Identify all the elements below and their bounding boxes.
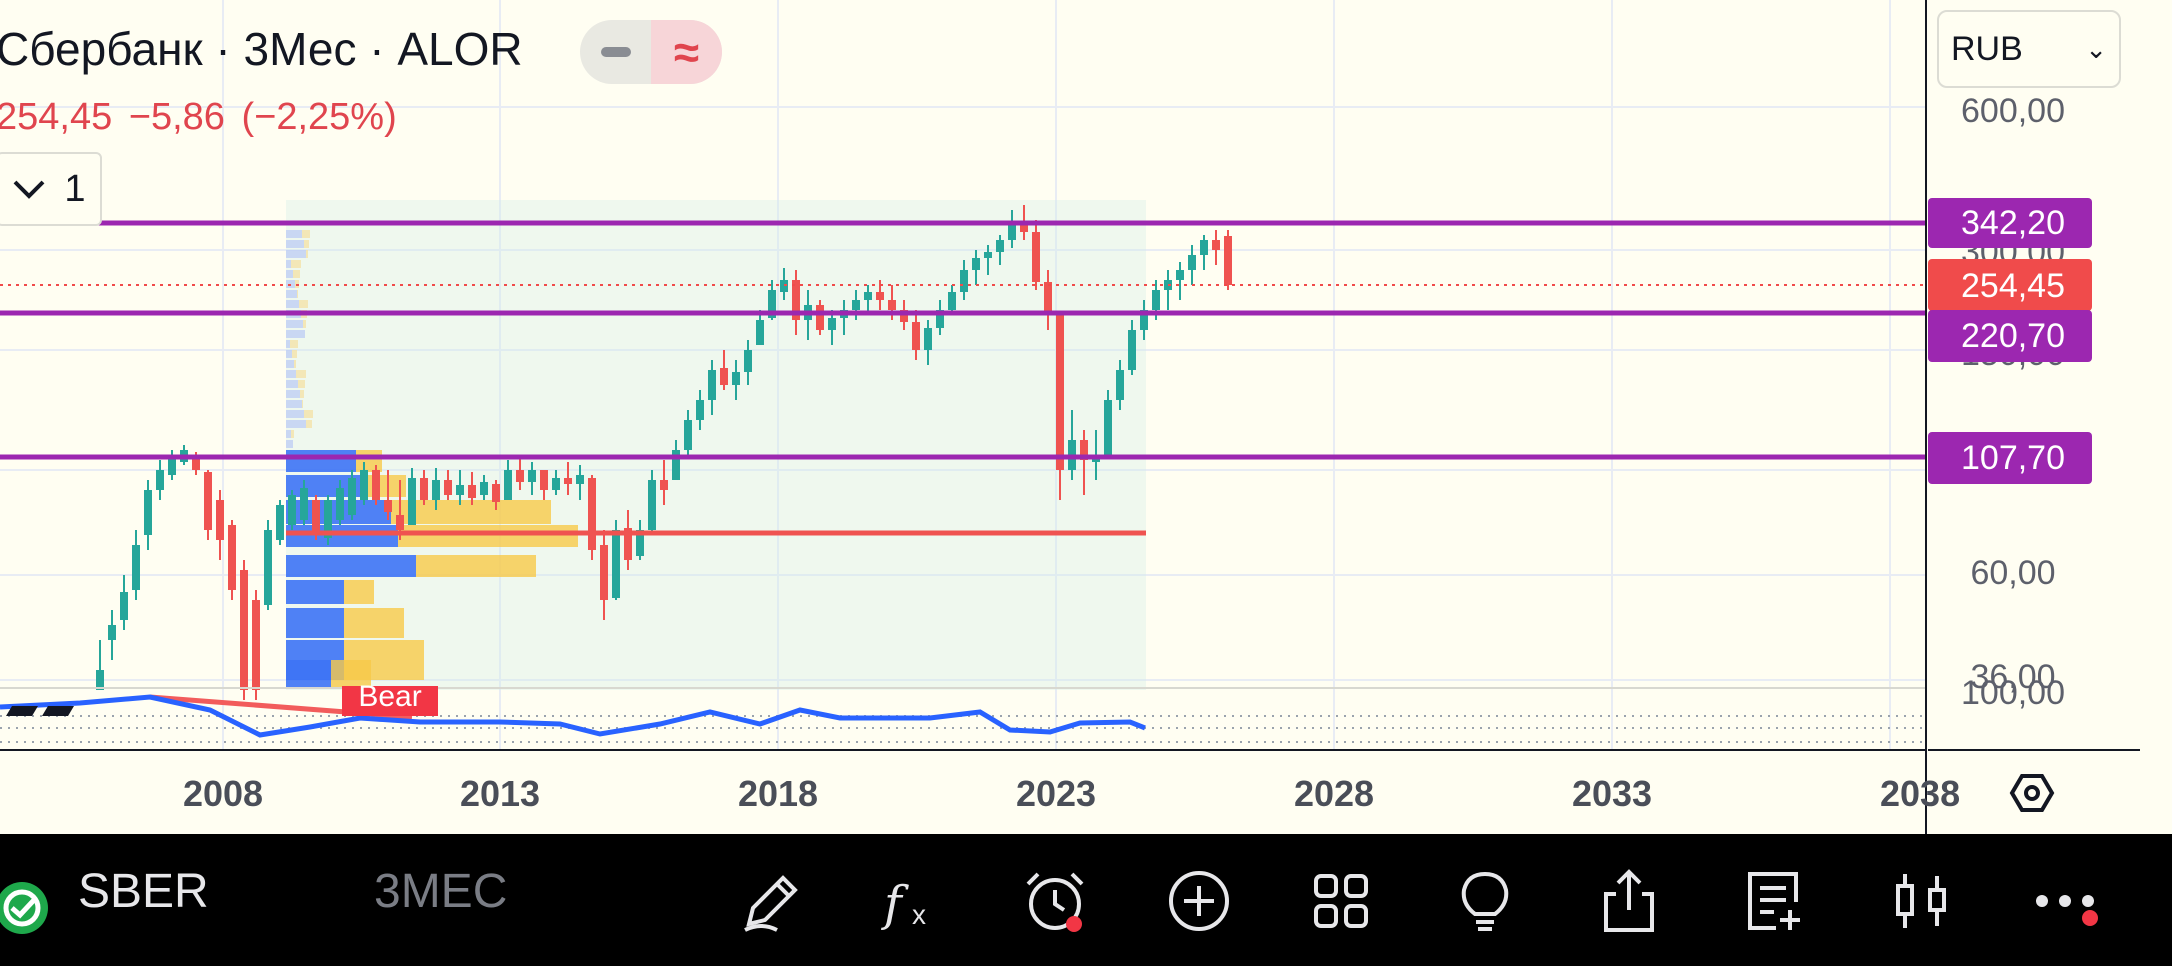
oscillator-line: [0, 694, 1146, 738]
chevron-down-icon: [14, 180, 45, 199]
indicator-collapse-button[interactable]: 1: [0, 152, 102, 226]
chevron-down-icon: ⌄: [2085, 33, 2107, 64]
oscillator-tick-100: 100,00: [1961, 674, 2065, 712]
time-axis[interactable]: 2008 2013 2018 2023 2028 2033 2038: [0, 749, 1960, 814]
more-icon[interactable]: [2030, 866, 2100, 936]
timeframe-button[interactable]: 3МЕС: [374, 865, 508, 918]
pencil-icon[interactable]: [737, 866, 807, 936]
time-tick-2018: 2018: [738, 773, 818, 814]
price-axis[interactable]: 600,00 300,00 150,00 60,00 36,00 100,00 …: [1925, 0, 2172, 834]
bear-label: Bear: [358, 680, 421, 713]
time-tick-2013: 2013: [460, 773, 540, 814]
symbol-button[interactable]: SBER: [78, 865, 209, 918]
oscillator-pane: Bear: [0, 680, 2172, 743]
time-tick-2038: 2038: [1880, 773, 1960, 814]
price-tick-36: 36,00: [1970, 658, 2055, 696]
time-tick-2033: 2033: [1572, 773, 1652, 814]
currency-value: RUB: [1951, 29, 2023, 68]
minus-icon[interactable]: [580, 20, 651, 84]
time-tick-2028: 2028: [1294, 773, 1374, 814]
svg-text:x: x: [912, 899, 926, 930]
chart-mode-toggle[interactable]: ≈: [580, 20, 722, 84]
candles-icon[interactable]: [1886, 866, 1956, 936]
volume-profile-range: [286, 200, 1146, 690]
svg-text:f: f: [881, 876, 909, 932]
time-tick-2008: 2008: [183, 773, 263, 814]
news-icon[interactable]: [1740, 866, 1810, 936]
price-tick-60: 60,00: [1970, 554, 2055, 592]
price-tick-600: 600,00: [1961, 92, 2065, 130]
currency-select[interactable]: RUB ⌄: [1937, 10, 2121, 88]
price-label-107: 107,70: [1961, 439, 2065, 477]
add-circle-icon[interactable]: [1164, 866, 1234, 936]
wave-icon[interactable]: ≈: [651, 20, 722, 84]
idea-bulb-icon[interactable]: [1450, 866, 1520, 936]
horizontal-levels: [0, 220, 1925, 536]
time-tick-2023: 2023: [1016, 773, 1096, 814]
bottom-toolbar: SBER 3МЕС f x: [0, 834, 2172, 966]
grid-icon[interactable]: [1306, 866, 1376, 936]
price-label-220: 220,70: [1961, 317, 2065, 355]
symbol-logo-icon: [0, 882, 48, 934]
price-change: 254,45 −5,86 (−2,25%): [0, 96, 397, 138]
chart-settings-icon[interactable]: [2009, 774, 2055, 812]
price-label-342: 342,20: [1961, 204, 2065, 242]
function-icon[interactable]: f x: [876, 866, 946, 936]
candles: [96, 205, 1232, 700]
chart-title: Сбербанк · 3Мес · ALOR: [0, 23, 523, 75]
chart-area[interactable]: Bear 600,00 300,00 150,00 60,00 36,00 10…: [0, 0, 2172, 834]
bear-label-bg: [342, 686, 438, 716]
indicator-count: 1: [64, 167, 86, 210]
price-label-254: 254,45: [1961, 267, 2065, 305]
alert-clock-icon[interactable]: [1020, 866, 1090, 936]
share-icon[interactable]: [1594, 866, 1664, 936]
